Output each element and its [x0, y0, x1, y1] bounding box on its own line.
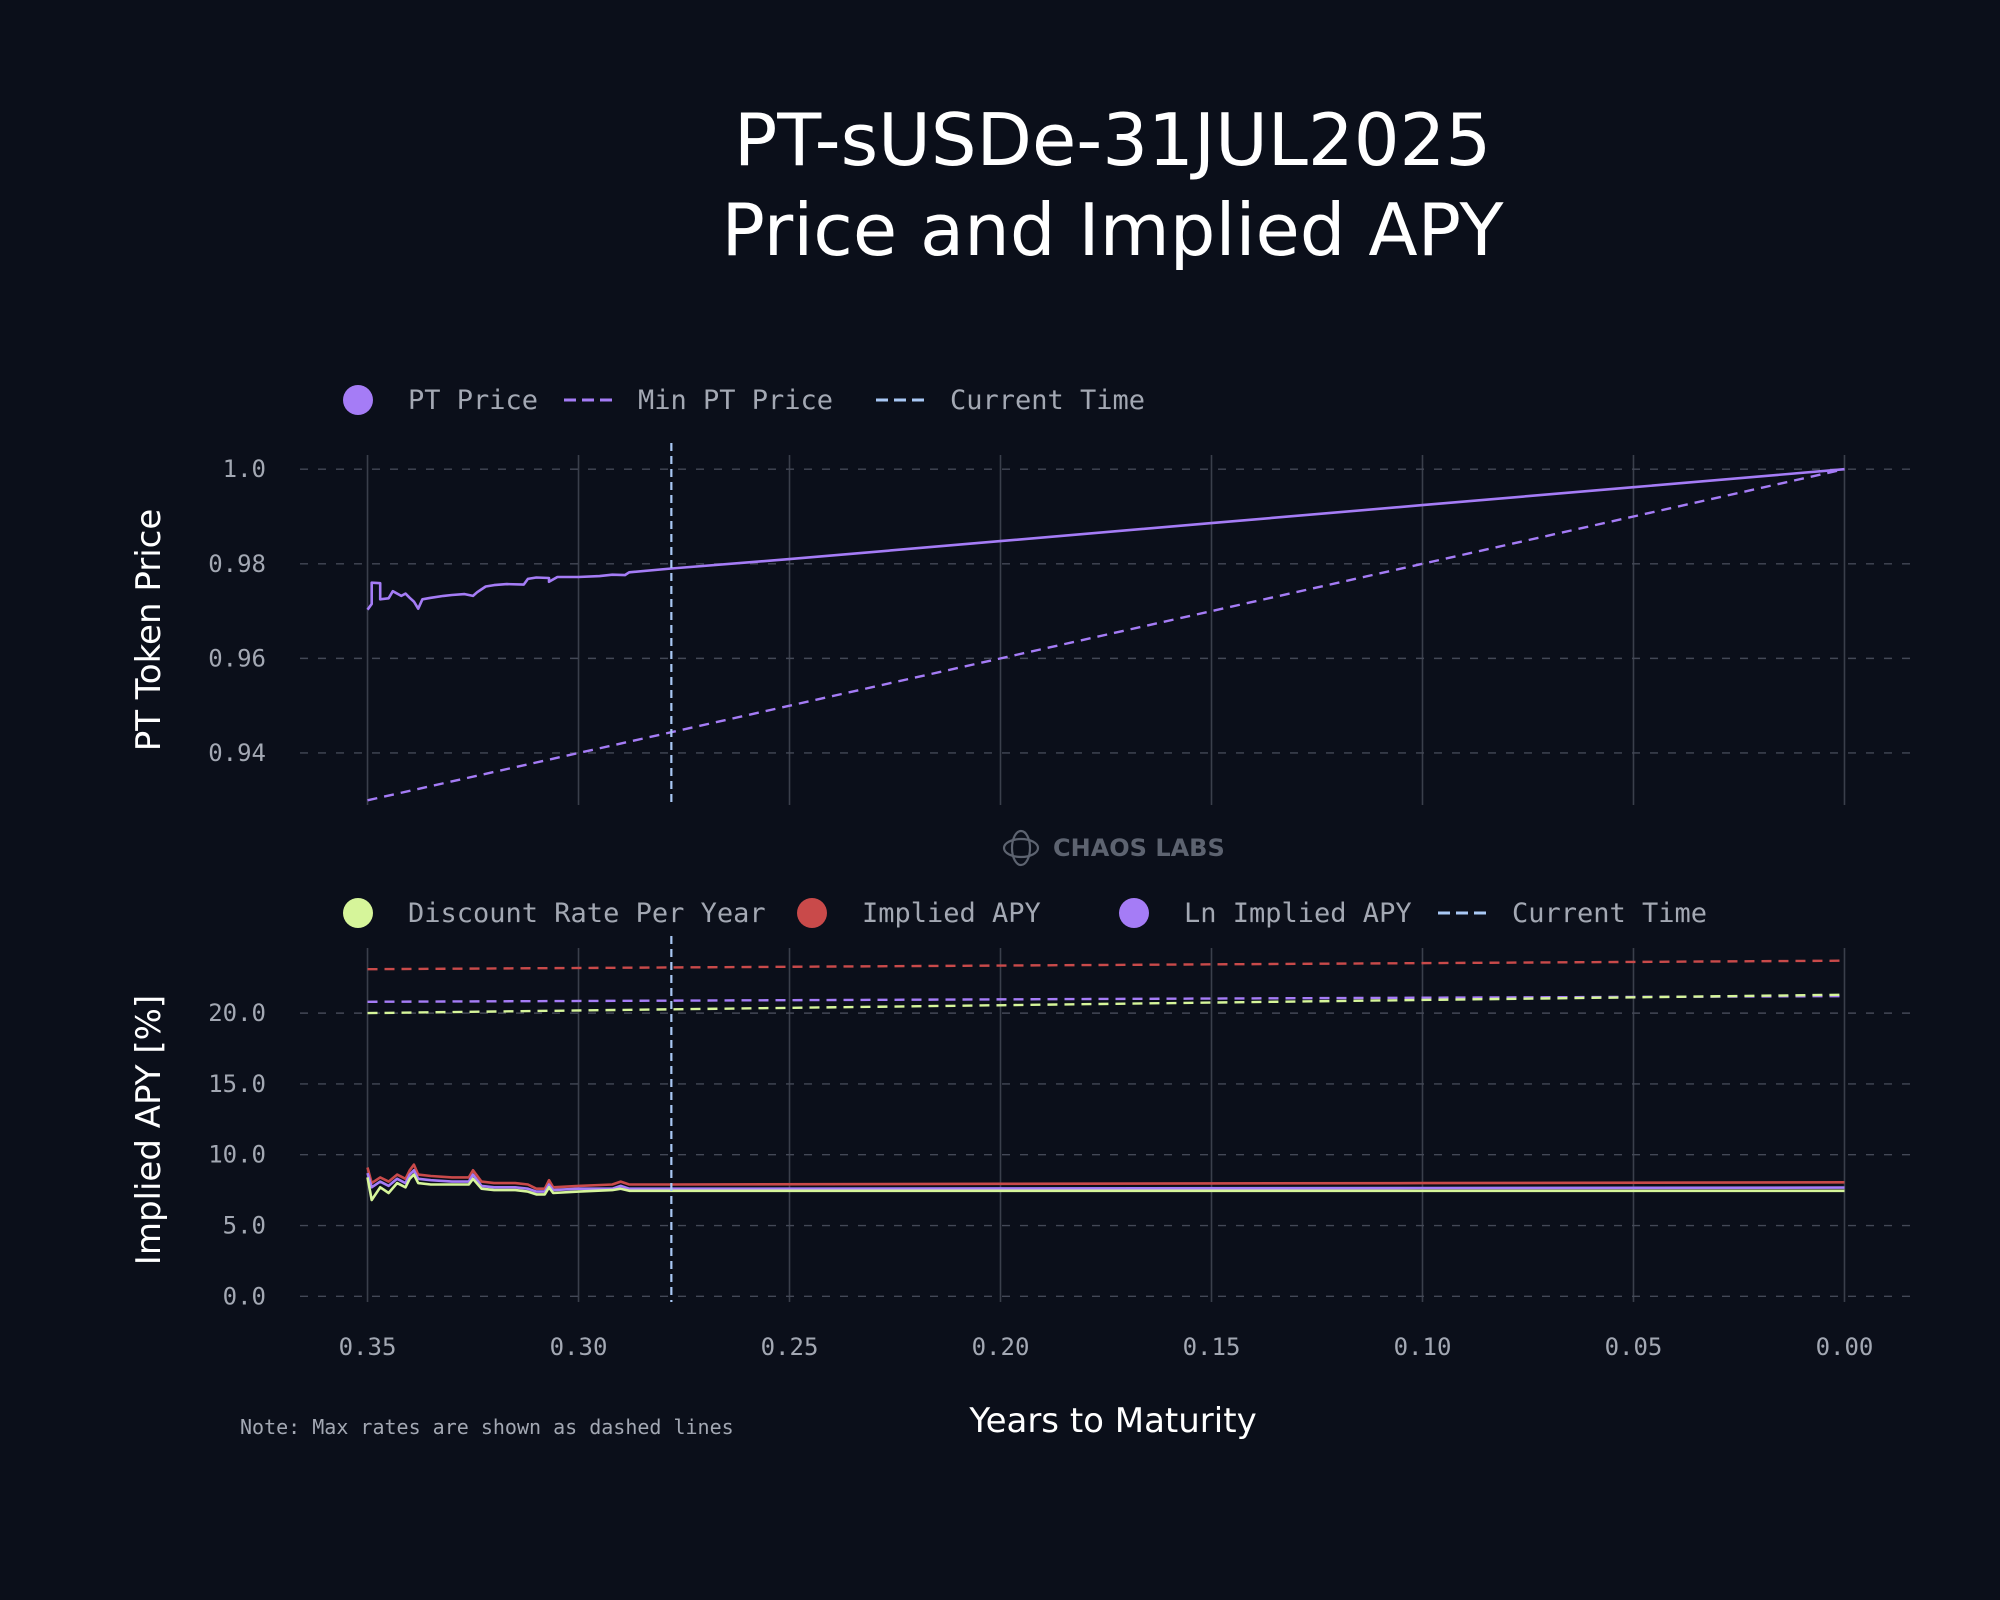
apy-ytick-label: 20.0 [208, 999, 266, 1027]
apy-ytick-label: 10.0 [208, 1141, 266, 1169]
watermark-text: CHAOS LABS [1053, 834, 1225, 862]
apy-legend-item-implied-apy: Implied APY [797, 898, 1041, 929]
price-panel-legend: PT Price Min PT Price Current Time [343, 385, 1145, 416]
price-panel-grid [300, 455, 1912, 805]
price-ytick-label: 0.96 [208, 644, 266, 672]
series-max-ln-implied-apy [367, 994, 1845, 1003]
price-legend-item-current-time: Current Time [876, 385, 1145, 416]
xtick-label: 0.05 [1605, 1333, 1663, 1361]
apy-panel-grid [300, 948, 1912, 1302]
series-ln-implied-apy [366, 1169, 1845, 1193]
series-discount-rate-per-year [366, 1173, 1845, 1202]
legend-label: Min PT Price [638, 385, 833, 416]
legend-dot-icon [797, 898, 827, 928]
watermark: CHAOS LABS [1002, 829, 1225, 867]
series-max-implied-apy [367, 959, 1845, 971]
legend-label: Current Time [1512, 898, 1707, 929]
apy-legend-item-current-time: Current Time [1438, 898, 1707, 929]
chart-title-line2: Price and Implied APY [721, 188, 1504, 272]
apy-legend-item-ln-implied-apy: Ln Implied APY [1119, 898, 1412, 929]
apy-ytick-label: 15.0 [208, 1070, 266, 1098]
apy-legend-item-discount-rate-per-year: Discount Rate Per Year [343, 898, 766, 929]
xtick-label: 0.35 [339, 1333, 397, 1361]
xtick-label: 0.25 [761, 1333, 819, 1361]
legend-label: PT Price [408, 385, 538, 416]
xtick-label: 0.10 [1394, 1333, 1452, 1361]
price-legend-item-min-pt-price: Min PT Price [564, 385, 833, 416]
series-implied-apy [366, 1163, 1845, 1190]
legend-dot-icon [343, 385, 373, 415]
legend-dot-icon [1119, 898, 1149, 928]
series-max-discount-rate-per-year [367, 993, 1845, 1015]
xtick-label: 0.30 [550, 1333, 608, 1361]
legend-dot-icon [343, 898, 373, 928]
apy-panel-series [366, 936, 1845, 1302]
price-panel-ylabel: PT Token Price [129, 509, 169, 752]
xtick-label: 0.20 [972, 1333, 1030, 1361]
legend-label: Ln Implied APY [1184, 898, 1412, 929]
xtick-label: 0.00 [1816, 1333, 1874, 1361]
chart-title: PT-sUSDe-31JUL2025 Price and Implied APY [0, 95, 2000, 275]
series-min-pt-price [367, 468, 1845, 802]
apy-panel-xticks: 0.35 0.30 0.25 0.20 0.15 0.10 0.05 0.00 [339, 1333, 1874, 1361]
apy-panel-ylabel: Implied APY [%] [129, 995, 169, 1265]
price-ytick-label: 0.98 [208, 550, 266, 578]
price-ytick-label: 0.94 [208, 739, 266, 767]
xtick-label: 0.15 [1183, 1333, 1241, 1361]
legend-label: Discount Rate Per Year [408, 898, 766, 929]
price-panel-series [366, 443, 1845, 805]
chart-title-line1: PT-sUSDe-31JUL2025 [733, 98, 1492, 182]
price-panel-yticks: 0.94 0.96 0.98 1.0 [208, 455, 266, 767]
apy-panel-yticks: 0.0 5.0 10.0 15.0 20.0 [208, 999, 266, 1310]
x-axis-label: Years to Maturity [968, 1401, 1256, 1441]
apy-panel-legend: Discount Rate Per Year Implied APY Ln Impl… [343, 898, 1707, 929]
price-legend-item-pt-price: PT Price [343, 385, 538, 416]
apy-ytick-label: 5.0 [223, 1212, 266, 1240]
chaos-labs-logo-icon [1002, 829, 1040, 867]
price-ytick-label: 1.0 [223, 455, 266, 483]
apy-ytick-label: 0.0 [223, 1282, 266, 1310]
footnote: Note: Max rates are shown as dashed line… [240, 1415, 734, 1439]
series-pt-price [366, 467, 1845, 611]
legend-label: Implied APY [862, 898, 1041, 929]
legend-label: Current Time [950, 385, 1145, 416]
